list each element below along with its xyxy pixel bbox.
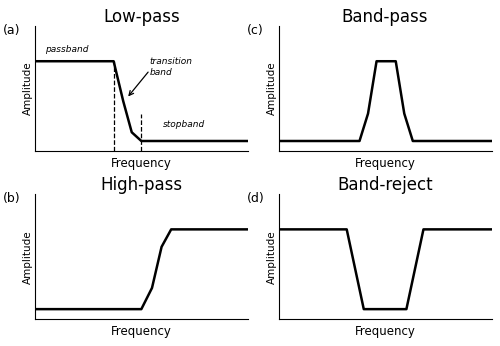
Text: passband: passband bbox=[46, 45, 89, 54]
Text: (a): (a) bbox=[3, 24, 20, 37]
X-axis label: Frequency: Frequency bbox=[111, 325, 172, 338]
Text: stopband: stopband bbox=[162, 119, 205, 128]
Text: (c): (c) bbox=[246, 24, 264, 37]
Title: Band-reject: Band-reject bbox=[338, 176, 433, 194]
Text: transition
band: transition band bbox=[150, 57, 193, 77]
Y-axis label: Amplitude: Amplitude bbox=[267, 62, 277, 116]
X-axis label: Frequency: Frequency bbox=[354, 156, 416, 170]
X-axis label: Frequency: Frequency bbox=[354, 325, 416, 338]
Text: (d): (d) bbox=[246, 192, 264, 205]
Y-axis label: Amplitude: Amplitude bbox=[267, 230, 277, 284]
X-axis label: Frequency: Frequency bbox=[111, 156, 172, 170]
Y-axis label: Amplitude: Amplitude bbox=[24, 62, 34, 116]
Text: (b): (b) bbox=[3, 192, 20, 205]
Title: Low-pass: Low-pass bbox=[103, 8, 180, 26]
Title: Band-pass: Band-pass bbox=[342, 8, 428, 26]
Title: High-pass: High-pass bbox=[100, 176, 182, 194]
Y-axis label: Amplitude: Amplitude bbox=[24, 230, 34, 284]
